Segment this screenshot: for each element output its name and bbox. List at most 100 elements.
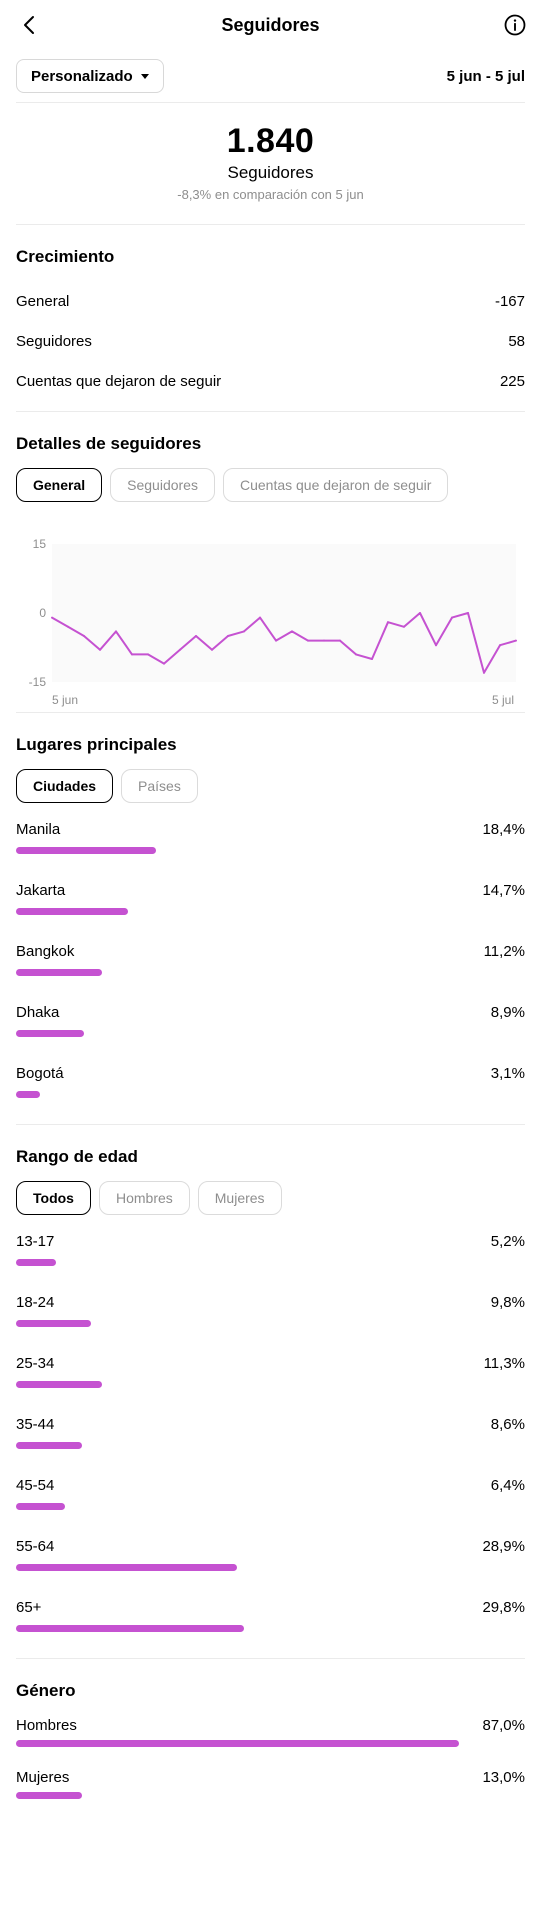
city-row: Manila 18,4% xyxy=(0,819,541,880)
places-title: Lugares principales xyxy=(16,735,177,754)
tab-women[interactable]: Mujeres xyxy=(197,1181,282,1215)
age-value: 29,8% xyxy=(482,1599,525,1616)
age-label: 55-64 xyxy=(16,1538,55,1555)
tab-all[interactable]: Todos xyxy=(16,1181,91,1215)
age-tabs: Todos Hombres Mujeres xyxy=(0,1181,541,1215)
y-tick-label: 15 xyxy=(33,537,47,551)
follower-line-chart: 15 0 -15 5 jun 5 jul xyxy=(16,502,525,712)
back-arrow-icon[interactable] xyxy=(18,13,42,37)
age-row: 55-64 28,9% xyxy=(0,1536,541,1597)
age-bar xyxy=(16,1259,56,1266)
growth-row-value: 225 xyxy=(499,372,525,390)
series-point xyxy=(339,639,341,642)
gender-row: Hombres 87,0% xyxy=(0,1715,541,1767)
age-row: 25-34 11,3% xyxy=(0,1353,541,1414)
gender-label: Mujeres xyxy=(16,1769,70,1786)
age-label: 65+ xyxy=(16,1599,42,1616)
age-row: 18-24 9,8% xyxy=(0,1292,541,1353)
info-icon[interactable] xyxy=(503,13,527,37)
divider xyxy=(16,712,525,713)
series-point xyxy=(99,648,101,651)
series-point xyxy=(355,653,357,656)
series-point xyxy=(275,639,277,642)
series-point xyxy=(243,630,245,633)
tab-unfollows[interactable]: Cuentas que dejaron de seguir xyxy=(222,468,449,502)
city-bar-track xyxy=(16,969,525,976)
city-bar xyxy=(16,908,128,915)
city-value: 8,9% xyxy=(490,1004,525,1021)
age-row: 65+ 29,8% xyxy=(0,1597,541,1658)
period-dropdown[interactable]: Personalizado xyxy=(16,59,164,93)
city-label: Jakarta xyxy=(16,882,66,899)
series-point xyxy=(291,630,293,633)
tab-followers[interactable]: Seguidores xyxy=(110,468,215,502)
age-bar xyxy=(16,1564,237,1571)
series-point xyxy=(419,612,421,614)
divider xyxy=(16,102,525,103)
series-point xyxy=(131,653,133,656)
age-bar xyxy=(16,1625,244,1632)
x-tick-label: 5 jul xyxy=(492,693,514,707)
age-value: 5,2% xyxy=(490,1233,525,1250)
series-point xyxy=(499,644,501,647)
city-label: Manila xyxy=(16,821,61,838)
city-value: 14,7% xyxy=(482,882,525,899)
growth-row-followers: Seguidores 58 xyxy=(0,321,541,361)
age-label: 25-34 xyxy=(16,1355,55,1372)
age-bar xyxy=(16,1503,65,1510)
series-point xyxy=(147,653,149,656)
series-point xyxy=(515,639,517,642)
series-point xyxy=(67,625,69,628)
series-point xyxy=(179,648,181,651)
follower-comparison: -8,3% en comparación con 5 jun xyxy=(177,187,364,202)
growth-row-label: Seguidores xyxy=(16,332,92,350)
growth-row-unfollows: Cuentas que dejaron de seguir 225 xyxy=(0,361,541,401)
places-list: Manila 18,4% Jakarta 14,7% Bangkok 11,2% Dhaka… xyxy=(0,819,541,1124)
age-label: 13-17 xyxy=(16,1233,55,1250)
filter-row: Personalizado 5 jun - 5 jul xyxy=(0,50,541,102)
city-bar xyxy=(16,1091,40,1098)
series-point xyxy=(323,639,325,642)
tab-general[interactable]: General xyxy=(16,468,103,502)
city-label: Bogotá xyxy=(16,1065,64,1082)
age-value: 8,6% xyxy=(490,1416,525,1433)
gender-value: 13,0% xyxy=(482,1769,525,1786)
age-bar-track xyxy=(16,1625,525,1632)
series-point xyxy=(403,625,405,628)
series-point xyxy=(227,635,229,637)
age-title: Rango de edad xyxy=(16,1147,138,1166)
caret-down-icon xyxy=(140,73,149,79)
series-point xyxy=(307,639,309,642)
city-value: 3,1% xyxy=(490,1065,525,1082)
age-value: 9,8% xyxy=(490,1294,525,1311)
tab-men[interactable]: Hombres xyxy=(98,1181,190,1215)
line-chart-svg: 15 0 -15 5 jun 5 jul xyxy=(29,537,517,707)
growth-row-general: General -167 xyxy=(0,281,541,321)
series-point xyxy=(115,630,117,633)
gender-bar-track xyxy=(16,1740,525,1747)
age-row: 35-44 8,6% xyxy=(0,1414,541,1475)
age-bar-track xyxy=(16,1259,525,1266)
tab-cities[interactable]: Ciudades xyxy=(16,769,114,803)
series-point xyxy=(195,635,197,637)
follower-total-label: Seguidores xyxy=(227,163,314,182)
y-tick-label: -15 xyxy=(29,675,47,689)
series-point xyxy=(451,616,453,619)
gender-bar xyxy=(16,1792,82,1799)
page-title: Seguidores xyxy=(221,14,320,35)
tab-countries[interactable]: Países xyxy=(121,769,198,803)
age-bar-track xyxy=(16,1442,525,1449)
city-row: Jakarta 14,7% xyxy=(0,880,541,941)
divider xyxy=(16,1124,525,1125)
series-point xyxy=(211,648,213,651)
gender-title: Género xyxy=(16,1681,76,1700)
gender-row: Mujeres 13,0% xyxy=(0,1767,541,1819)
gender-value: 87,0% xyxy=(482,1717,525,1734)
divider xyxy=(16,224,525,225)
series-point xyxy=(163,662,165,665)
x-tick-label: 5 jun xyxy=(52,693,78,707)
city-bar-track xyxy=(16,1091,525,1098)
age-label: 45-54 xyxy=(16,1477,55,1494)
growth-row-value: 58 xyxy=(508,332,525,350)
city-label: Dhaka xyxy=(16,1004,60,1021)
